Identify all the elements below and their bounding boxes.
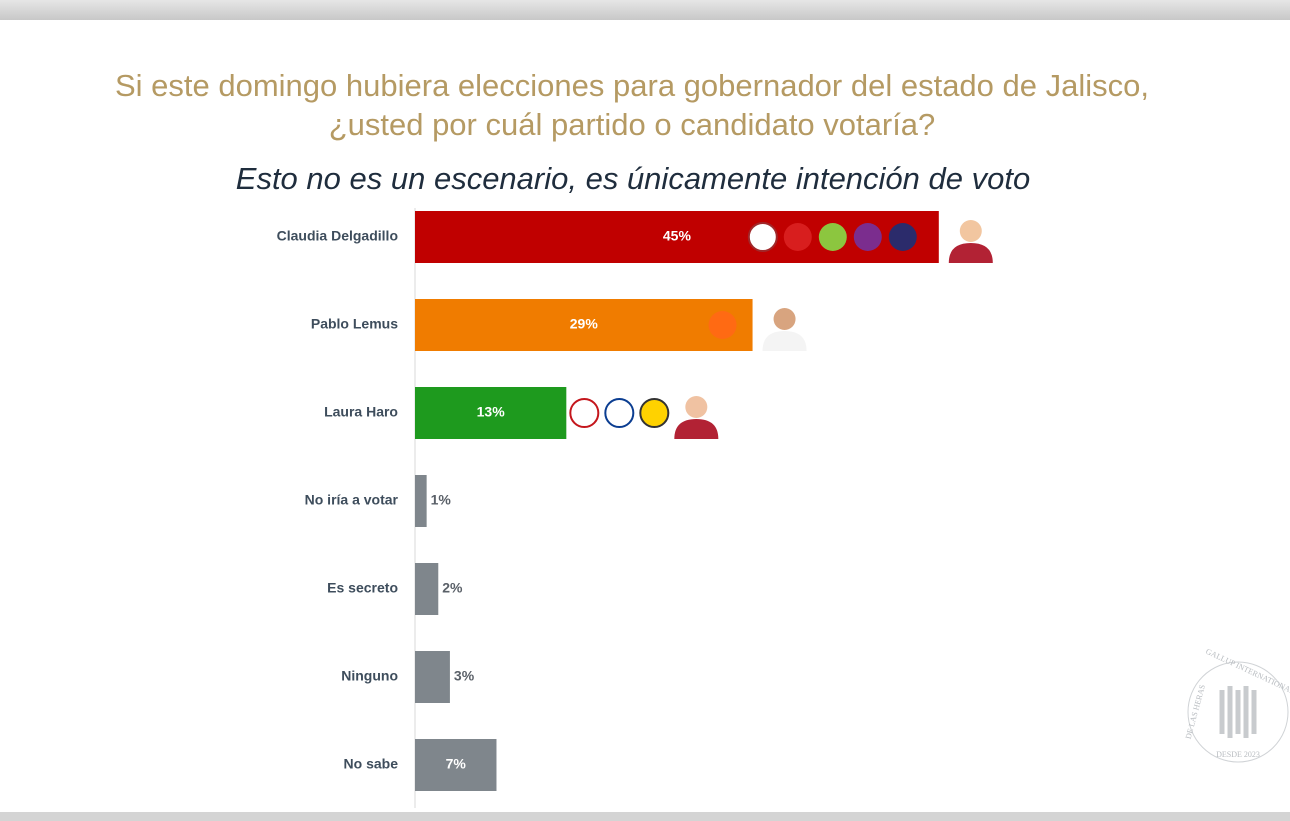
data-label: 2% — [442, 580, 463, 596]
bar — [415, 387, 567, 439]
data-label: 13% — [477, 404, 506, 420]
candidate-photo — [674, 396, 719, 439]
photo-head — [959, 220, 982, 242]
watermark-icon — [1219, 686, 1257, 738]
data-label: 29% — [570, 316, 599, 332]
bar — [415, 211, 939, 263]
bar — [415, 475, 427, 527]
watermark: GALLUP INTERNATIONAL DE LAS HERAS DESDE … — [1184, 647, 1290, 763]
chart-title: ¿usted por cuál partido o candidato vota… — [329, 107, 936, 142]
category-label: Claudia Delgadillo — [277, 228, 398, 244]
data-label: 1% — [431, 492, 452, 508]
chart-subtitle: Esto no es un escenario, es únicamente i… — [236, 161, 1030, 196]
data-label: 3% — [454, 668, 475, 684]
party-logo — [708, 311, 737, 339]
party-logo — [639, 398, 670, 428]
party-logo — [569, 398, 600, 428]
category-label: Laura Haro — [324, 404, 398, 420]
watermark-ring — [1187, 661, 1289, 763]
party-logo — [888, 223, 917, 251]
bottom-bar — [0, 812, 1290, 821]
party-logo — [604, 398, 635, 428]
bar — [415, 739, 497, 791]
bar — [415, 299, 753, 351]
photo-head — [685, 396, 708, 418]
category-label: No sabe — [344, 756, 399, 772]
candidate-photo — [948, 220, 993, 263]
watermark-text: DE LAS HERAS — [1184, 684, 1207, 740]
category-label: Es secreto — [327, 580, 398, 596]
bar — [415, 651, 450, 703]
watermark-text: DESDE 2023 — [1216, 750, 1260, 759]
photo-body — [674, 419, 719, 439]
data-label: 45% — [663, 228, 692, 244]
party-logo — [853, 223, 882, 251]
photo-head — [773, 308, 796, 330]
party-logo — [783, 223, 812, 251]
candidate-photo — [762, 308, 807, 351]
chart-title: Si este domingo hubiera elecciones para … — [115, 68, 1149, 103]
party-logo — [818, 223, 847, 251]
top-bar — [0, 0, 1290, 20]
party-logo — [747, 222, 778, 252]
category-label: No iría a votar — [305, 492, 399, 508]
data-label: 7% — [446, 756, 467, 772]
category-label: Ninguno — [341, 668, 398, 684]
photo-body — [762, 331, 807, 351]
photo-body — [948, 243, 993, 263]
category-label: Pablo Lemus — [311, 316, 398, 332]
bar — [415, 563, 439, 615]
